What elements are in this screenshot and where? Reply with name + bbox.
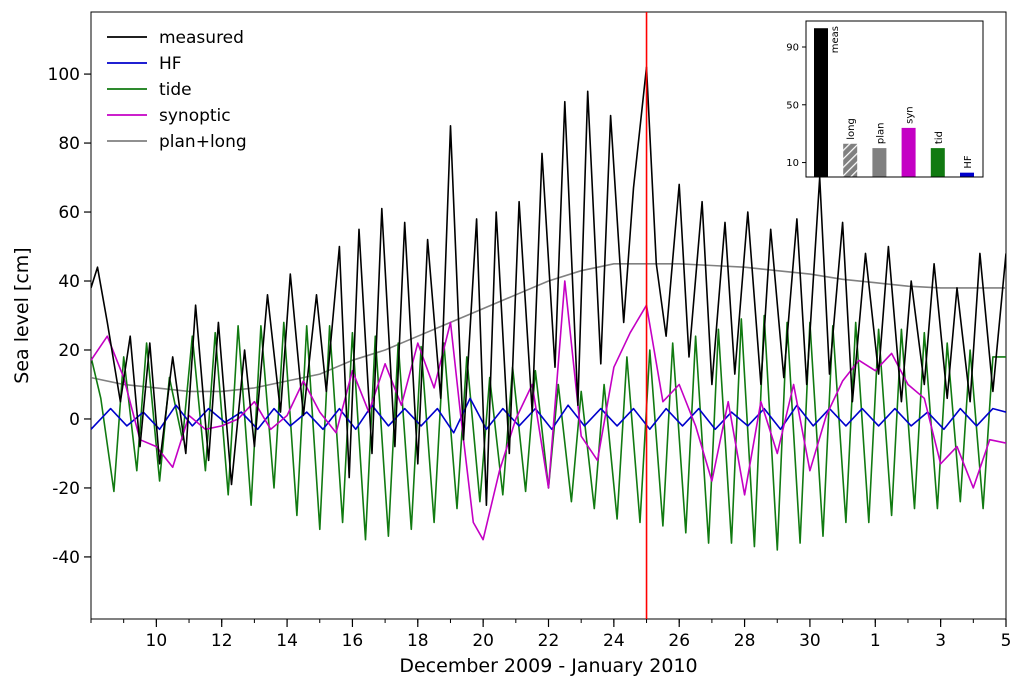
x-tick-label: 22: [538, 631, 560, 651]
inset-bar-label: plan: [875, 123, 886, 145]
legend-label: synoptic: [159, 106, 231, 126]
inset-bar-HF: [960, 172, 974, 177]
y-tick-label: 0: [69, 410, 80, 430]
inset-bar-meas: [814, 28, 828, 177]
y-tick-label: 100: [48, 65, 80, 85]
inset-bar-label: tid: [934, 131, 945, 144]
x-tick-label: 24: [603, 631, 625, 651]
inset-background: [806, 21, 983, 177]
x-tick-label: 20: [472, 631, 494, 651]
x-tick-label: 30: [799, 631, 821, 651]
x-tick-label: 28: [734, 631, 756, 651]
inset-frame: [805, 20, 984, 178]
inset-y-tick-label: 50: [786, 100, 799, 111]
x-axis-title: December 2009 - January 2010: [399, 655, 697, 677]
inset-bar-tid: [930, 148, 945, 177]
x-tick-label: 14: [276, 631, 298, 651]
series-group: [91, 66, 1006, 551]
inset-bar-plan: [872, 148, 887, 177]
inset-bar-label: meas: [830, 26, 841, 53]
y-tick-label: 60: [58, 203, 80, 223]
legend-label: measured: [159, 28, 244, 48]
series-line-HF: [91, 397, 1006, 434]
y-tick-label: -20: [52, 479, 80, 499]
inset-bar-label: HF: [963, 155, 974, 169]
y-tick-label: 40: [58, 272, 80, 292]
y-tick-label: -40: [52, 548, 80, 568]
x-tick-label: 3: [935, 631, 946, 651]
inset-bar-syn: [901, 127, 916, 177]
y-tick-label: 20: [58, 341, 80, 361]
x-tick-label: 5: [1001, 631, 1012, 651]
series-line-measured: [91, 66, 1006, 507]
inset-bar-label: long: [846, 118, 857, 140]
inset-bar-chart: meas long plan syn tid HF 10 50 90: [786, 20, 984, 178]
legend-label: tide: [159, 80, 192, 100]
y-axis-title: Sea level [cm]: [11, 247, 33, 383]
x-tick-label: 18: [407, 631, 429, 651]
series-line-plan-long: [91, 262, 1006, 393]
x-tick-label: 1: [870, 631, 881, 651]
inset-bar-label: syn: [905, 106, 916, 123]
main-plot: 10 12 14 16 18 20 22 24 26 28 30 1 3 5 -40 -20 0 20 40 60 80…: [11, 11, 1012, 677]
x-tick-label: 16: [342, 631, 364, 651]
x-tick-label: 12: [211, 631, 233, 651]
inset-y-tick-label: 10: [786, 158, 799, 169]
inset-bar-long: [843, 143, 858, 177]
inset-y-tick-label: 90: [786, 43, 799, 54]
legend-label: HF: [159, 54, 182, 74]
legend-label: plan+long: [159, 132, 247, 152]
x-tick-label: 26: [668, 631, 690, 651]
x-tick-label: 10: [146, 631, 168, 651]
legend: measured HF tide synoptic plan+long: [107, 28, 247, 152]
y-tick-label: 80: [58, 134, 80, 154]
